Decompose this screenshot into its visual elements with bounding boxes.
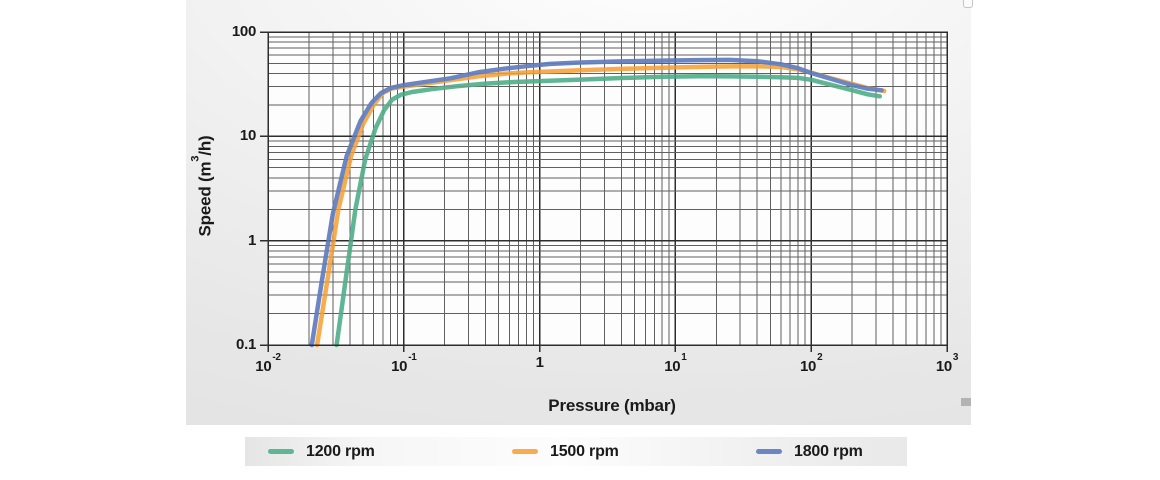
legend-label: 1800 rpm [794, 442, 863, 460]
legend-swatch [268, 449, 294, 454]
x-tick-label: 1 [535, 354, 544, 371]
plot-frame [267, 31, 948, 346]
y-tick-label: 0.1 [236, 336, 256, 353]
x-axis-title: Pressure (mbar) [548, 396, 676, 415]
chart-canvas [260, 31, 948, 352]
scrollbar-top-notch [963, 0, 973, 8]
y-tick-label: 100 [231, 23, 256, 40]
x-tick-label: 10-2 [255, 352, 281, 375]
legend-label: 1200 rpm [306, 442, 375, 460]
legend-item-1800-rpm: 1800 rpm [756, 437, 863, 466]
series-curve-1500-rpm [314, 63, 887, 348]
x-tick-label: 10-1 [391, 352, 417, 375]
legend-label: 1500 rpm [550, 442, 619, 460]
legend-swatch [512, 449, 538, 454]
scrollbar-thumb[interactable] [961, 398, 971, 406]
legend-item-1200-rpm: 1200 rpm [268, 437, 375, 466]
grid [267, 31, 948, 346]
y-tick-label: 1 [247, 231, 256, 249]
axis-ticks [260, 31, 948, 352]
x-tick-label: 102 [800, 352, 823, 375]
legend-item-1500-rpm: 1500 rpm [512, 437, 619, 466]
series-curve-1200-rpm [334, 74, 883, 348]
series-curve-1800-rpm [309, 57, 884, 348]
legend: 1200 rpm 1500 rpm 1800 rpm [245, 437, 907, 466]
x-tick-label: 103 [935, 352, 959, 375]
legend-swatch [756, 449, 782, 454]
y-tick-label: 10 [239, 127, 256, 145]
x-tick-label: 101 [664, 352, 687, 375]
y-axis-title: Speed (m3/h) [189, 135, 215, 237]
